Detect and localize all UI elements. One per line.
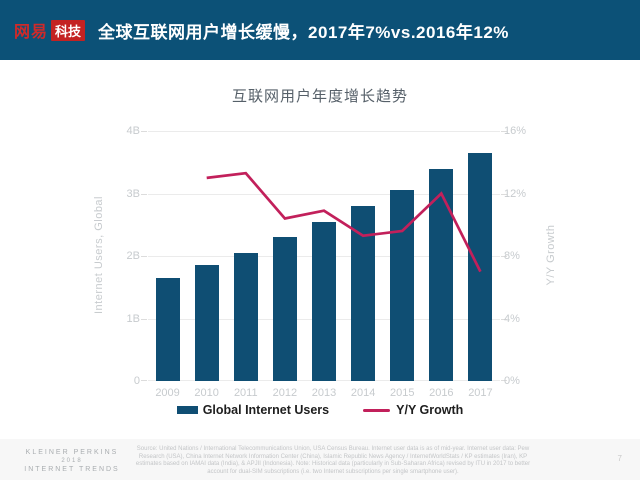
bar-2012 [272,237,297,381]
line-swatch-icon [363,408,391,412]
axis-tick [501,193,507,195]
axis-tick [501,380,507,381]
legend-item-bars: Global Internet Users [176,403,330,417]
right-ytick-label: 0% [504,375,520,387]
axis-tick [501,318,507,320]
bar-2011 [233,252,258,381]
right-ytick-label: 8% [504,250,520,262]
axis-tick [141,256,147,257]
xtick-label-2013: 2013 [311,387,337,399]
page-number: 7 [617,454,622,463]
article-headline: 全球互联网用户增长缓慢，2017年7%vs.2016年12% [98,22,509,42]
bar-2017 [468,152,493,381]
left-ytick-label: 4B [126,125,140,137]
brand-line: 2018 [61,458,83,464]
axis-tick [501,256,507,257]
xtick-label-2012: 2012 [272,387,298,399]
footer-bar: KLEINER PERKINS 2018 INTERNET TRENDS Sou… [0,439,640,480]
bar-2009 [155,277,180,381]
left-ytick-label: 2B [126,250,140,262]
right-ytick-label: 4% [504,312,520,325]
source-note: Source: United Nations / International T… [135,446,531,475]
legend-item-line: Y/Y Growth [363,403,463,417]
legend-line-label: Y/Y Growth [396,403,464,417]
brand-line: INTERNET TRENDS [24,466,120,473]
xtick-label-2015: 2015 [389,387,415,399]
axis-tick [141,318,147,320]
kleiner-perkins-brand: KLEINER PERKINS 2018 INTERNET TRENDS [4,448,140,474]
right-axis-title: Y/Y Growth [545,224,557,286]
xtick-label-2009: 2009 [155,387,180,399]
brand-line: KLEINER PERKINS [25,449,119,456]
bar-2010 [194,265,219,381]
chart-title: 互联网用户年度增长趋势 [231,88,408,105]
gridline [148,193,500,195]
netease-tech-logo: 网易 科技 [14,18,86,42]
right-ytick-label: 12% [504,187,527,200]
left-ytick-label: 0 [133,375,140,387]
axis-tick [501,131,507,132]
growth-line [206,171,482,273]
legend: Global Internet Users Y/Y Growth [0,403,640,417]
growth-line-chart [206,171,482,273]
left-ytick-label: 1B [126,312,140,325]
xtick-label-2011: 2011 [233,387,258,399]
plot-area: 0 0% 1B 4% 2B 8% 3B 12% 4B 16% 2009 2010 2011 2012 201… [127,125,527,399]
bar-swatch-icon [176,406,198,414]
gridline [148,131,500,132]
netease-logo-text: 网易 [14,24,49,41]
axis-tick [141,380,147,381]
left-ytick-label: 3B [126,187,140,200]
xtick-label-2017: 2017 [468,387,493,399]
legend-bar-label: Global Internet Users [202,403,330,417]
tech-logo-badge: 科技 [51,19,86,41]
bar-2013 [312,221,336,381]
header-bar: 网易 科技 全球互联网用户增长缓慢，2017年7%vs.2016年12% [0,0,640,60]
xtick-label-2010: 2010 [194,387,219,399]
xtick-label-2014: 2014 [350,387,376,399]
xtick-label-2016: 2016 [429,387,454,399]
bar-2016 [429,168,454,381]
axis-tick [141,193,147,195]
axis-tick [141,131,147,132]
right-ytick-label: 16% [504,125,527,137]
